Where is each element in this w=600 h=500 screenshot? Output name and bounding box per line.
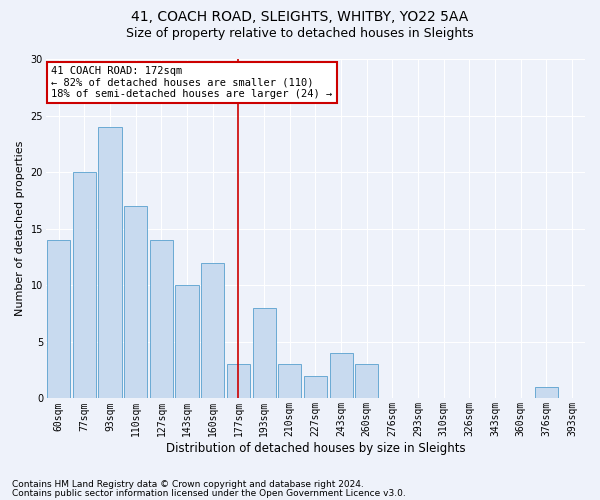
X-axis label: Distribution of detached houses by size in Sleights: Distribution of detached houses by size … <box>166 442 465 455</box>
Y-axis label: Number of detached properties: Number of detached properties <box>15 141 25 316</box>
Bar <box>124 206 147 398</box>
Bar <box>535 387 558 398</box>
Bar <box>98 127 122 398</box>
Bar <box>47 240 70 398</box>
Bar <box>175 286 199 399</box>
Bar <box>278 364 301 398</box>
Bar <box>355 364 379 398</box>
Text: Contains public sector information licensed under the Open Government Licence v3: Contains public sector information licen… <box>12 489 406 498</box>
Bar <box>329 353 353 399</box>
Bar <box>227 364 250 398</box>
Text: Size of property relative to detached houses in Sleights: Size of property relative to detached ho… <box>126 28 474 40</box>
Text: 41 COACH ROAD: 172sqm
← 82% of detached houses are smaller (110)
18% of semi-det: 41 COACH ROAD: 172sqm ← 82% of detached … <box>51 66 332 99</box>
Bar <box>253 308 275 398</box>
Bar <box>73 172 96 398</box>
Bar <box>304 376 327 398</box>
Bar <box>201 262 224 398</box>
Text: Contains HM Land Registry data © Crown copyright and database right 2024.: Contains HM Land Registry data © Crown c… <box>12 480 364 489</box>
Text: 41, COACH ROAD, SLEIGHTS, WHITBY, YO22 5AA: 41, COACH ROAD, SLEIGHTS, WHITBY, YO22 5… <box>131 10 469 24</box>
Bar <box>150 240 173 398</box>
